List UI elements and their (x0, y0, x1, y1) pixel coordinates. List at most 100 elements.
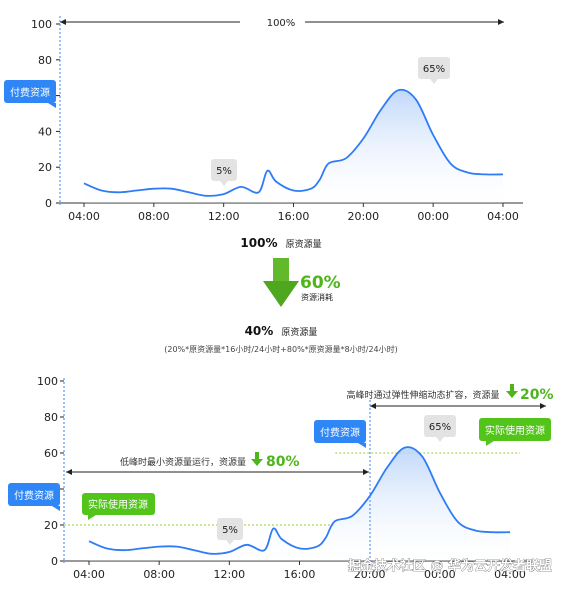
bottom-low-callout: 5% (217, 518, 243, 545)
low-period-arrowhead-left (66, 469, 72, 475)
original-label: 原资源量 (286, 239, 322, 250)
low-note-arrow-shaft (255, 452, 259, 459)
bottom-paid-tag-right-label: 付费资源 (320, 426, 360, 439)
top-y-tick-label: 20 (38, 161, 52, 174)
bottom-x-tick-label: 08:00 (143, 568, 175, 581)
top-x-tick-label: 16:00 (278, 210, 310, 223)
bottom-paid-tag-left: 付费资源 (8, 483, 60, 511)
bottom-peak-callout-box (424, 415, 456, 437)
top-paid-tag-label: 付费资源 (10, 86, 50, 99)
bottom-paid-tag-left-pointer (52, 506, 60, 511)
bottom-low-callout-label: 5% (222, 525, 238, 536)
top-y-tick-label: 80 (38, 54, 52, 67)
bottom-peak-callout-pointer (436, 437, 444, 442)
top-paid-tag-box (4, 80, 56, 103)
top-y-axis: 020406080100 (31, 18, 60, 210)
bottom-peak-callout: 65% (424, 415, 456, 442)
low-period-note: 低峰时最小资源量运行，资源量 (120, 456, 246, 468)
actual-use-tag-right-pointer (486, 441, 494, 446)
top-x-tick-label: 04:00 (68, 210, 100, 223)
low-note-arrow-head (251, 459, 263, 466)
bottom-low-callout-pointer (226, 540, 234, 545)
bottom-paid-tag-right: 付费资源 (314, 420, 366, 448)
bottom-x-tick-label: 20:00 (354, 568, 386, 581)
bottom-low-callout-box (217, 518, 243, 540)
top-series-line (83, 88, 504, 197)
peak-period-arrowhead-right (540, 403, 546, 409)
bottom-peak-callout-label: 65% (429, 422, 451, 433)
bottom-y-tick-label: 60 (44, 447, 58, 460)
low-note-down-arrow-icon (251, 452, 263, 466)
actual-use-tag-right-box (479, 418, 551, 441)
top-low-callout-label: 5% (216, 166, 232, 177)
bottom-paid-tag-right-box (314, 420, 366, 443)
top-x-tick-label: 04:00 (487, 210, 519, 223)
bottom-y-tick-label: 0 (51, 555, 58, 568)
top-x-tick-label: 20:00 (347, 210, 379, 223)
result-label: 原资源量 (281, 327, 317, 338)
formula-text: (20%*原资源量*16小时/24小时+80%*原资源量*8小时/24小时) (164, 344, 398, 354)
watermark: 掘金技术社区 @ 华为云开发者联盟 (348, 558, 552, 574)
down-arrow-shaft (273, 258, 289, 282)
peak-period-note-value: 20% (520, 387, 554, 403)
top-low-callout-box (211, 159, 237, 181)
bottom-plot-area (88, 446, 511, 561)
top-low-callout: 5% (211, 159, 237, 186)
bottom-chart: 020406080100 04:0008:0012:0016:0020:0000… (8, 375, 554, 581)
bottom-paid-tag-left-box (8, 483, 60, 506)
peak-period-indicator: 高峰时通过弹性伸缩动态扩容，资源量 20% (346, 384, 554, 409)
bottom-paid-tag-right-pointer (358, 443, 366, 448)
actual-use-tag-left-pointer (88, 515, 96, 520)
full-arrow-right-head (498, 19, 504, 25)
top-full-capacity-indicator: 100% (60, 18, 504, 29)
peak-period-note: 高峰时通过弹性伸缩动态扩容，资源量 (346, 389, 499, 401)
top-chart: 020406080100 04:0008:0012:0016:0020:0000… (4, 16, 523, 223)
bottom-y-tick-label: 20 (44, 519, 58, 532)
bottom-x-tick-label: 04:00 (73, 568, 105, 581)
top-x-tick-label: 12:00 (208, 210, 240, 223)
top-y-tick-label: 0 (45, 197, 52, 210)
peak-note-down-arrow-icon (506, 384, 518, 398)
low-period-arrowhead-right (363, 469, 369, 475)
top-peak-callout: 65% (418, 57, 450, 84)
peak-note-arrow-shaft (510, 384, 514, 391)
low-period-note-value: 80% (266, 454, 300, 470)
full-arrow-left-head (60, 19, 66, 25)
top-series-area (84, 89, 503, 203)
actual-use-tag-right-label: 实际使用资源 (485, 424, 545, 437)
top-peak-callout-label: 65% (423, 64, 445, 75)
bottom-y-axis: 020406080100 (37, 375, 64, 568)
peak-note-arrow-head (506, 391, 518, 398)
top-x-tick-label: 08:00 (138, 210, 170, 223)
top-x-axis: 04:00 08:00 12:00 16:00 20:00 00:00 04:00 (60, 202, 523, 223)
bottom-x-tick-label: 00:00 (424, 568, 456, 581)
top-low-callout-pointer (220, 181, 228, 186)
top-paid-tag-pointer (48, 103, 56, 108)
top-x-tick-label: 00:00 (417, 210, 449, 223)
bottom-series-area (89, 447, 510, 561)
original-resource-line: 100% 原资源量 (240, 232, 321, 251)
top-y-tick-label: 100 (31, 18, 52, 31)
actual-use-tag-left-label: 实际使用资源 (88, 498, 148, 511)
top-peak-callout-box (418, 57, 450, 79)
peak-period-arrowhead-left (370, 403, 376, 409)
result-resource-line: 40% 原资源量 (245, 320, 318, 339)
saving-label: 资源消耗 (301, 292, 333, 302)
actual-use-tag-left: 实际使用资源 (82, 493, 155, 520)
bottom-reference-lines (64, 452, 520, 526)
bottom-x-tick-label: 12:00 (213, 568, 245, 581)
result-pct: 40% (245, 324, 274, 338)
full-capacity-label: 100% (267, 18, 296, 29)
original-pct: 100% (240, 236, 277, 250)
down-arrow-icon (263, 258, 299, 307)
bottom-series-line (88, 446, 511, 555)
top-paid-tag: 付费资源 (4, 80, 56, 108)
top-y-tick-label: 40 (38, 125, 52, 138)
low-period-indicator: 低峰时最小资源量运行，资源量 80% (66, 452, 369, 475)
actual-use-tag-left-box (82, 493, 155, 515)
bottom-x-tick-label: 16:00 (284, 568, 316, 581)
bottom-x-tick-label: 04:00 (494, 568, 526, 581)
saving-pct: 60% (300, 273, 341, 293)
bottom-y-tick-label: 100 (37, 375, 58, 388)
middle-summary: 100% 原资源量 60% 资源消耗 40% 原资源量 (20%*原资源量*16… (164, 232, 398, 354)
